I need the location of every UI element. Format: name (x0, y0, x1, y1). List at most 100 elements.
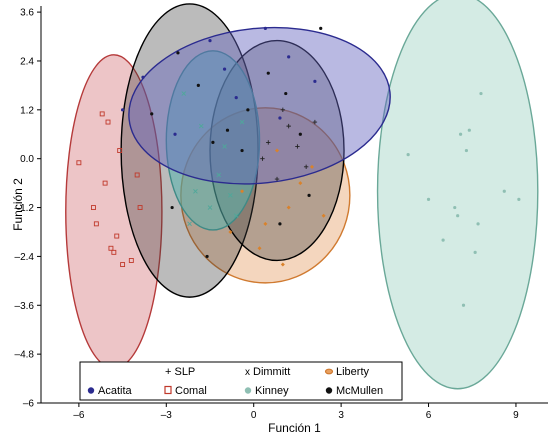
y-tick-label-3: 0.0 (20, 154, 34, 165)
data-point-mcmullen-3 (211, 140, 215, 145)
legend-glyph-mcmullen (325, 387, 333, 394)
confidence-ellipse-kinney (376, 0, 539, 390)
y-axis-label: Función 2 (11, 178, 25, 231)
legend-glyph-kinney (244, 387, 252, 394)
x-tick-label-2: 0 (251, 410, 257, 421)
data-point-kinney-1 (426, 197, 431, 202)
data-point-comal-6 (128, 258, 134, 263)
data-point-acatita-6 (313, 79, 317, 83)
data-point-acatita-7 (234, 96, 238, 100)
y-tick-label-4: –1.2 (15, 203, 35, 214)
legend-item-1-0: + SLP (165, 366, 195, 378)
data-point-kinney-12 (456, 214, 460, 218)
data-point-slp-1 (286, 123, 291, 129)
data-point-mcmullen-6 (266, 71, 270, 75)
data-point-dimmitt-5 (222, 144, 227, 149)
data-point-comal-8 (137, 205, 143, 211)
confidence-ellipse-dimmitt (165, 50, 261, 231)
data-point-liberty-6 (280, 262, 285, 267)
data-point-acatita-0 (120, 108, 125, 112)
data-point-dimmitt-7 (187, 221, 192, 227)
legend-label: Acatita (98, 385, 133, 397)
y-tick-label-0: 3.6 (20, 8, 34, 19)
data-point-dimmitt-0 (181, 91, 187, 96)
data-point-mcmullen-5 (246, 108, 250, 112)
legend-item-2-2: Kinney (244, 385, 289, 397)
data-point-comal-12 (99, 111, 105, 117)
legend-label: Dimmitt (253, 366, 290, 378)
data-point-kinney-3 (464, 148, 469, 153)
legend-item-2-3: McMullen (325, 385, 383, 397)
legend-item-2-0: Acatita (87, 385, 133, 397)
data-point-dimmitt-9 (228, 193, 233, 198)
data-point-slp-0 (266, 140, 271, 145)
legend-glyph-comal (164, 385, 172, 395)
data-point-dimmitt-3 (233, 213, 239, 219)
data-point-kinney-5 (502, 189, 506, 193)
data-point-kinney-9 (473, 250, 477, 254)
data-point-slp-2 (295, 144, 300, 149)
data-point-acatita-4 (263, 26, 267, 30)
confidence-ellipse-acatita (128, 26, 391, 185)
data-point-kinney-11 (517, 197, 521, 202)
data-point-comal-3 (93, 221, 99, 227)
data-point-liberty-5 (257, 246, 262, 251)
data-point-liberty-3 (240, 189, 245, 194)
data-point-mcmullen-1 (176, 51, 180, 55)
data-point-mcmullen-12 (205, 254, 209, 259)
data-point-liberty-1 (286, 205, 291, 210)
data-point-mcmullen-8 (298, 132, 302, 136)
data-point-mcmullen-4 (225, 128, 230, 132)
x-tick-label-5: 9 (513, 410, 519, 421)
x-tick-label-0: –6 (73, 410, 85, 421)
data-point-kinney-8 (441, 238, 445, 242)
data-point-slp-5 (312, 119, 318, 125)
legend-label: Liberty (336, 366, 370, 378)
data-point-dimmitt-4 (193, 188, 198, 194)
data-point-kinney-7 (479, 91, 483, 96)
data-point-acatita-5 (287, 55, 291, 59)
data-point-mcmullen-13 (278, 222, 282, 226)
data-point-comal-4 (108, 245, 114, 251)
data-point-acatita-3 (208, 39, 212, 43)
data-point-kinney-4 (453, 205, 457, 210)
data-point-mcmullen-11 (170, 205, 174, 210)
data-point-slp-7 (260, 156, 265, 161)
data-point-mcmullen-0 (150, 112, 154, 116)
legend-item-2-1: Comal (164, 385, 207, 397)
legend-glyph-dimmitt: x (245, 367, 250, 378)
data-point-comal-0 (76, 160, 82, 166)
x-tick-label-4: 6 (426, 410, 432, 421)
data-point-kinney-6 (476, 222, 480, 226)
x-axis-label: Función 1 (268, 421, 321, 435)
y-tick-label-7: –4.8 (15, 350, 35, 361)
points-layer (76, 26, 521, 307)
data-point-liberty-7 (228, 229, 233, 234)
data-point-dimmitt-6 (239, 119, 245, 125)
data-point-kinney-13 (467, 128, 471, 132)
data-point-acatita-8 (222, 67, 227, 71)
legend-glyph-acatita (87, 387, 95, 394)
data-point-dimmitt-1 (198, 123, 204, 129)
data-point-slp-6 (280, 107, 286, 113)
data-point-mcmullen-2 (196, 83, 200, 87)
y-tick-label-1: 2.4 (20, 56, 34, 67)
data-point-slp-4 (274, 176, 280, 182)
legend-item-1-2: Liberty (324, 366, 370, 378)
data-point-comal-7 (102, 180, 108, 186)
data-point-comal-2 (117, 148, 123, 153)
legend-item-1-1: x Dimmitt (245, 366, 290, 378)
legend-label: + SLP (165, 366, 195, 378)
legend-label: Kinney (255, 385, 289, 397)
data-point-mcmullen-10 (307, 193, 311, 197)
legend-label: Comal (175, 385, 207, 397)
data-point-slp-3 (303, 164, 309, 170)
data-point-acatita-9 (278, 116, 282, 120)
data-point-dimmitt-2 (216, 172, 222, 178)
data-point-acatita-2 (173, 132, 177, 136)
data-point-kinney-2 (458, 132, 463, 136)
legend-box (79, 361, 403, 401)
data-point-comal-1 (105, 119, 111, 125)
